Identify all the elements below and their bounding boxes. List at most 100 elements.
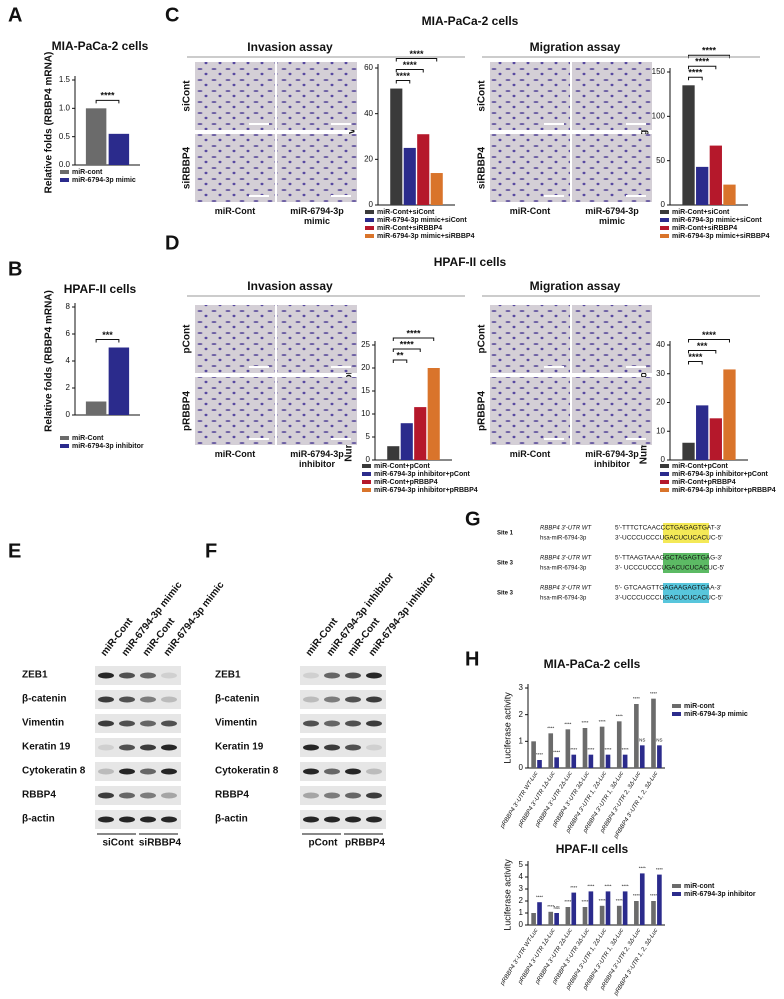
blot-band bbox=[366, 672, 382, 679]
panel-title: MIA-PaCa-2 cells bbox=[422, 14, 519, 28]
significance-label: **** bbox=[400, 339, 415, 349]
bar bbox=[414, 407, 427, 460]
legend-label: miR-6794-3p mimic bbox=[72, 177, 136, 184]
significance-bracket bbox=[688, 76, 703, 81]
significance-label: **** bbox=[639, 866, 646, 871]
significance-label: **** bbox=[536, 894, 543, 899]
blot-band bbox=[119, 768, 135, 775]
column-label-box: miR-Cont bbox=[510, 206, 551, 216]
y-tick-label: 0 bbox=[519, 763, 524, 772]
significance-label: NS bbox=[639, 738, 645, 743]
blot-band bbox=[161, 816, 177, 823]
row-label: pRBBP4 bbox=[182, 391, 193, 431]
significance-label: **** bbox=[547, 726, 554, 731]
panel-title: HPAF-II cells bbox=[434, 255, 507, 269]
blot-band bbox=[98, 744, 114, 751]
column-label: miR-Cont bbox=[509, 449, 551, 459]
significance-label: **** bbox=[599, 719, 606, 724]
blot-band bbox=[345, 720, 361, 727]
legend-label: miR-6794-3p mimic bbox=[684, 711, 748, 718]
protein-label: β-catenin bbox=[215, 694, 259, 705]
y-tick-label: 5 bbox=[519, 860, 524, 869]
significance-label: **** bbox=[599, 898, 606, 903]
significance-label: **** bbox=[688, 68, 703, 78]
significance-bracket bbox=[392, 359, 408, 363]
legend-swatch bbox=[660, 218, 669, 222]
y-tick-label: 8 bbox=[66, 302, 71, 311]
blot-band bbox=[140, 720, 156, 727]
panel-label: H bbox=[465, 648, 479, 670]
mir-label: hsa-miR-6794-3p bbox=[540, 536, 587, 542]
panel-label: F bbox=[205, 540, 217, 562]
legend-label: miR-6794-3p mimic+siCont bbox=[672, 217, 762, 224]
y-tick-label: 60 bbox=[364, 63, 373, 72]
y-tick-label: 0.5 bbox=[59, 132, 71, 141]
legend-swatch bbox=[362, 472, 371, 476]
y-tick-label: 30 bbox=[656, 369, 665, 378]
micrograph bbox=[195, 62, 275, 130]
column-label: miR-6794-3p inhibitor bbox=[585, 449, 639, 469]
column-label-box: miR-6794-3p inhibitor bbox=[585, 449, 639, 469]
micrograph bbox=[490, 134, 570, 202]
significance-bracket bbox=[395, 80, 411, 84]
legend-swatch bbox=[60, 178, 69, 182]
row-label: siCont bbox=[182, 80, 193, 112]
micrograph bbox=[490, 305, 570, 373]
y-tick-label: 5 bbox=[366, 432, 371, 441]
y-tick-label: 150 bbox=[652, 67, 666, 76]
y-tick-label: 10 bbox=[361, 409, 370, 418]
blot-strip bbox=[95, 666, 181, 685]
legend-swatch bbox=[660, 472, 669, 476]
significance-label: **** bbox=[581, 899, 588, 904]
bar bbox=[696, 166, 709, 205]
blot-band bbox=[366, 720, 382, 727]
utr-sequence: 5'- GTCAAGTTGAGAAGAGTGAA-3' bbox=[615, 585, 722, 592]
y-tick-label: 0 bbox=[661, 455, 666, 464]
legend-swatch bbox=[60, 170, 69, 174]
blot-band bbox=[324, 768, 340, 775]
legend-label: miR-6794-3p inhibitor+pRBBP4 bbox=[374, 487, 478, 494]
panel-label: D bbox=[165, 232, 179, 254]
blot-band bbox=[140, 768, 156, 775]
significance-label: **** bbox=[650, 893, 657, 898]
y-tick-label: 0.0 bbox=[59, 160, 71, 169]
y-tick-label: 3 bbox=[519, 683, 524, 692]
y-tick-label: 10 bbox=[656, 426, 665, 435]
column-label: miR-6794-3p mimic bbox=[585, 206, 639, 226]
legend-swatch bbox=[660, 464, 669, 468]
seed-highlight bbox=[663, 553, 709, 573]
legend-swatch bbox=[672, 884, 681, 888]
bar bbox=[605, 754, 611, 768]
bar bbox=[430, 173, 443, 205]
bar bbox=[657, 874, 662, 925]
y-tick-label: 20 bbox=[656, 398, 665, 407]
protein-label: β-catenin bbox=[22, 694, 66, 705]
blot-band bbox=[303, 816, 319, 823]
bar bbox=[599, 726, 605, 768]
bar bbox=[427, 368, 440, 460]
legend-label: miR-Cont+pCont bbox=[374, 463, 430, 470]
legend-label: miR-Cont+pRBBP4 bbox=[672, 479, 736, 486]
y-tick-label: 100 bbox=[652, 111, 666, 120]
seed-highlight bbox=[663, 583, 709, 603]
significance-label: **** bbox=[581, 720, 588, 725]
significance-label: **** bbox=[396, 71, 411, 81]
blot-band bbox=[366, 816, 382, 823]
chart-title: MIA-PaCa-2 cells bbox=[544, 657, 641, 671]
bar bbox=[537, 902, 542, 925]
micrograph bbox=[572, 62, 652, 130]
significance-bracket bbox=[688, 349, 717, 354]
y-tick-label: 0 bbox=[519, 920, 524, 929]
blot-strip bbox=[95, 810, 181, 829]
bar bbox=[682, 85, 695, 205]
blot-band bbox=[345, 672, 361, 679]
row-label: siRBBP4 bbox=[182, 146, 193, 189]
significance-label: ** bbox=[397, 350, 405, 360]
utr-sequence: 5'-TTAAGTAAAGGCTAGAGTGAG-3' bbox=[615, 555, 722, 562]
y-tick-label: 4 bbox=[66, 356, 71, 365]
blot-band bbox=[324, 696, 340, 703]
blot-band bbox=[98, 696, 114, 703]
site-label: Site 3 bbox=[497, 591, 514, 597]
blot-band bbox=[345, 744, 361, 751]
blot-band bbox=[98, 768, 114, 775]
